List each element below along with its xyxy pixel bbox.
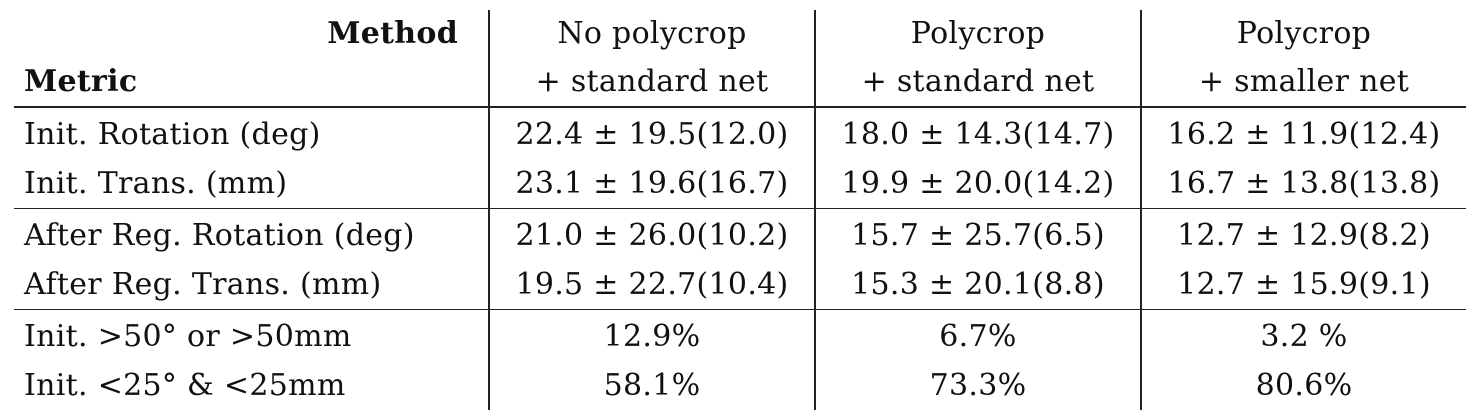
value-cell: 19.9 ± 20.0(14.2) xyxy=(814,159,1141,209)
column-header-1-line1: No polycrop xyxy=(488,10,815,58)
table-row: After Reg. Rotation (deg) 21.0 ± 26.0(10… xyxy=(14,208,1466,260)
metric-label: Init. Rotation (deg) xyxy=(24,116,321,152)
table-row: Init. <25° & <25mm 58.1% 73.3% 80.6% xyxy=(14,361,1466,410)
value-cell: 3.2 % xyxy=(1140,309,1466,361)
table-row: Init. Trans. (mm) 23.1 ± 19.6(16.7) 19.9… xyxy=(14,159,1466,209)
metric-header: Metric xyxy=(14,58,489,108)
metric-label: Init. <25° & <25mm xyxy=(24,367,346,403)
value-cell: 12.9% xyxy=(488,309,815,361)
column-header-1-line2: + standard net xyxy=(488,58,815,108)
value-cell: 21.0 ± 26.0(10.2) xyxy=(488,208,815,260)
value-cell: 19.5 ± 22.7(10.4) xyxy=(488,260,815,310)
value-cell: 73.3% xyxy=(814,361,1141,410)
table-row: Init. Rotation (deg) 22.4 ± 19.5(12.0) 1… xyxy=(14,107,1466,159)
metric-label: Init. Trans. (mm) xyxy=(14,159,489,209)
value-cell: 23.1 ± 19.6(16.7) xyxy=(488,159,815,209)
metric-label: Init. >50° or >50mm xyxy=(24,318,352,354)
column-header-3-line2: + smaller net xyxy=(1140,58,1466,108)
table-row: After Reg. Trans. (mm) 19.5 ± 22.7(10.4)… xyxy=(14,260,1466,310)
value-cell: 6.7% xyxy=(814,309,1141,361)
value-cell: 12.7 ± 15.9(9.1) xyxy=(1140,260,1466,310)
method-header: Method xyxy=(327,16,458,51)
value-cell: 22.4 ± 19.5(12.0) xyxy=(488,107,815,159)
value-cell: 58.1% xyxy=(488,361,815,410)
value-cell: 18.0 ± 14.3(14.7) xyxy=(814,107,1141,159)
value-cell: 16.2 ± 11.9(12.4) xyxy=(1140,107,1466,159)
column-header-2-line2: + standard net xyxy=(814,58,1141,108)
header-row-2: Metric + standard net + standard net + s… xyxy=(14,58,1466,108)
value-cell: 15.3 ± 20.1(8.8) xyxy=(814,260,1141,310)
value-cell: 15.7 ± 25.7(6.5) xyxy=(814,208,1141,260)
results-table: Method No polycrop Polycrop Polycrop Met… xyxy=(14,10,1466,410)
table-row: Init. >50° or >50mm 12.9% 6.7% 3.2 % xyxy=(14,309,1466,361)
value-cell: 16.7 ± 13.8(13.8) xyxy=(1140,159,1466,209)
metric-label: After Reg. Rotation (deg) xyxy=(24,217,415,253)
header-row-1: Method No polycrop Polycrop Polycrop xyxy=(14,10,1466,58)
metric-label: After Reg. Trans. (mm) xyxy=(14,260,489,310)
column-header-3-line1: Polycrop xyxy=(1140,10,1466,58)
value-cell: 80.6% xyxy=(1140,361,1466,410)
value-cell: 12.7 ± 12.9(8.2) xyxy=(1140,208,1466,260)
column-header-2-line1: Polycrop xyxy=(814,10,1141,58)
